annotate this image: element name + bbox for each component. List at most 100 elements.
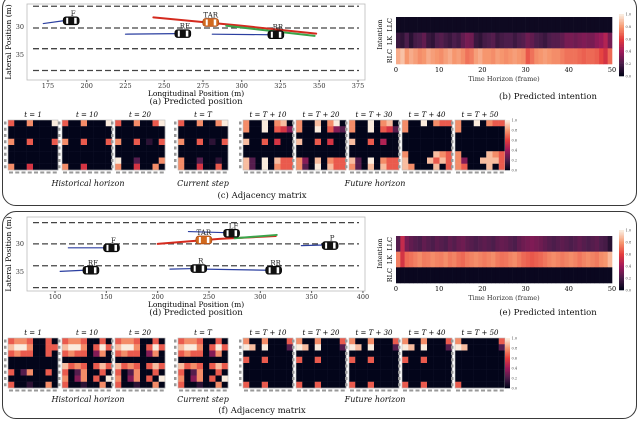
car-window xyxy=(226,230,229,237)
y-tick-mark xyxy=(239,134,242,137)
x-tick-mark xyxy=(153,171,158,174)
adjacency-cell xyxy=(255,381,262,389)
intention-cell xyxy=(586,32,591,49)
intention-cell xyxy=(504,48,509,65)
adjacency-cell xyxy=(473,381,481,389)
adjacency-cell xyxy=(178,163,185,171)
intention-colorbar: 0.00.20.40.60.81.0 xyxy=(619,229,632,293)
adjacency-cell xyxy=(115,381,122,389)
adjacency-cell xyxy=(286,363,294,370)
y-tick-mark xyxy=(239,352,242,355)
colorbar-tick-label: 0.6 xyxy=(512,357,518,361)
adjacency-cell xyxy=(492,132,499,139)
x-tick-label: 20 xyxy=(478,66,486,74)
intention-cell xyxy=(434,32,440,49)
history-trajectory xyxy=(169,267,195,270)
adjacency-cell xyxy=(261,120,269,127)
adjacency-cell xyxy=(203,363,210,370)
x-tick-mark xyxy=(315,389,320,392)
intention-cell xyxy=(568,236,574,252)
adjacency-cell xyxy=(87,350,94,357)
car-icon xyxy=(195,235,213,245)
adjacency-cell xyxy=(314,120,322,127)
history-trajectory xyxy=(187,230,228,234)
adjacency-cell xyxy=(374,369,381,376)
intention-cell xyxy=(599,267,604,284)
adjacency-cell xyxy=(20,350,27,357)
colorbar-tick-label: 0.8 xyxy=(626,25,632,29)
x-tick-mark xyxy=(197,389,202,392)
adjacency-cell xyxy=(302,363,309,370)
adjacency-cell xyxy=(473,369,481,376)
colorbar-segment xyxy=(619,27,624,30)
x-tick-mark xyxy=(27,171,32,174)
adjacency-cell xyxy=(45,381,52,389)
adjacency-cell xyxy=(203,356,210,364)
future-horizon-label: Future horizon xyxy=(344,395,406,404)
colorbar-segment xyxy=(505,146,510,148)
y-tick-mark xyxy=(239,377,242,380)
adjacency-cell xyxy=(461,120,468,127)
colorbar-segment xyxy=(505,378,510,380)
adjacency-cell xyxy=(461,381,468,389)
adjacency-cell xyxy=(133,145,141,152)
vehicle-tar: TAR xyxy=(195,229,213,245)
adjacency-cell xyxy=(386,338,393,345)
x-tick-label: 325 xyxy=(274,82,286,90)
adjacency-cell xyxy=(455,126,462,133)
x-tick-mark xyxy=(69,389,74,392)
adjacency-cell xyxy=(93,151,100,158)
adjacency-cell xyxy=(221,356,229,364)
adjacency-cell xyxy=(361,344,368,351)
adjacency-cell xyxy=(209,138,216,146)
adjacency-cell xyxy=(80,350,88,357)
adjacency-cell xyxy=(433,356,440,364)
adjacency-cell xyxy=(115,375,122,382)
adjacency-cell xyxy=(467,120,474,127)
adjacency-cell xyxy=(314,145,322,152)
adjacency-cell xyxy=(327,338,334,345)
colorbar-segment xyxy=(505,356,510,359)
adjacency-cell xyxy=(209,120,216,127)
y-tick-mark xyxy=(292,165,295,169)
adjacency-cell xyxy=(498,338,506,345)
intention-cell xyxy=(456,48,462,65)
adjacency-cell xyxy=(215,163,222,171)
adjacency-cell xyxy=(74,369,81,376)
adjacency-cell xyxy=(392,120,400,127)
x-tick-mark xyxy=(27,389,32,392)
x-tick-mark xyxy=(256,389,261,392)
intention-cell xyxy=(430,48,436,65)
colorbar-segment xyxy=(505,141,510,143)
colorbar-segment xyxy=(619,263,624,265)
adjacency-cell xyxy=(20,151,27,158)
adjacency-cell xyxy=(386,126,393,133)
car-window xyxy=(74,17,77,24)
adjacency-cell xyxy=(439,163,446,171)
adjacency-cell xyxy=(467,138,474,146)
intention-cell xyxy=(599,32,604,49)
adjacency-cell xyxy=(127,356,134,364)
adjacency-cell xyxy=(274,120,281,127)
x-tick-mark xyxy=(15,171,20,174)
adjacency-cell xyxy=(274,350,281,357)
adjacency-cell xyxy=(314,338,322,345)
y-tick-mark xyxy=(292,370,295,374)
colorbar-segment xyxy=(505,125,510,127)
adjacency-cell xyxy=(127,350,134,357)
adjacency-cell xyxy=(8,138,15,146)
intention-cell xyxy=(404,48,410,65)
y-tick-mark xyxy=(111,370,114,374)
adjacency-cell xyxy=(339,363,347,370)
intention-cell xyxy=(525,251,531,268)
adjacency-cell xyxy=(243,120,250,127)
adjacency-cell xyxy=(427,363,434,370)
adjacency-cell xyxy=(26,138,34,146)
intention-cell xyxy=(495,251,500,268)
colorbar-segment xyxy=(619,281,624,283)
colorbar-segment xyxy=(505,386,510,389)
colorbar-segment xyxy=(619,230,624,232)
intention-cell xyxy=(568,32,574,49)
adjacency-cell xyxy=(302,151,309,158)
